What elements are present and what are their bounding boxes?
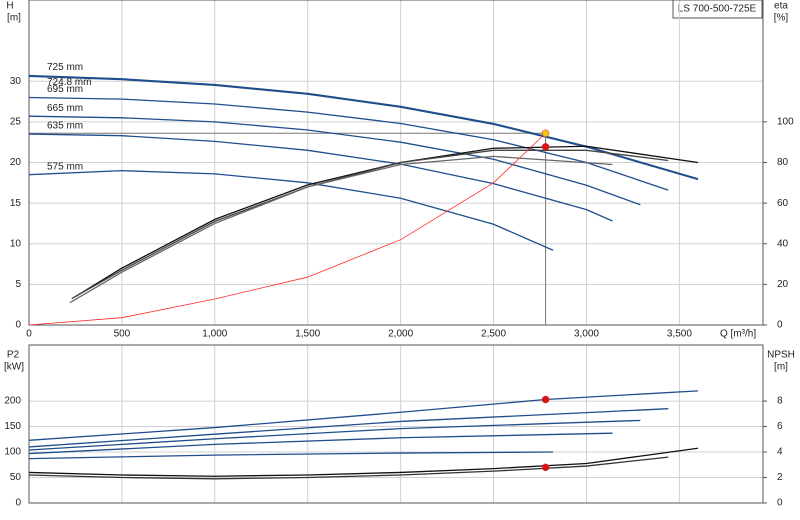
curve-label: 724.8 mm [47, 77, 91, 88]
plot-frame [28, 344, 764, 504]
curve [28, 169, 554, 251]
y-tick-label: 0 [15, 498, 21, 509]
y2-tick-label: 80 [777, 157, 789, 168]
y-tick-label: 200 [4, 396, 21, 407]
duty-point [541, 463, 550, 472]
x-tick-label: 2,000 [388, 329, 413, 340]
y2-tick-label: 20 [777, 279, 789, 290]
curve [28, 115, 641, 206]
curve [75, 145, 699, 298]
x-tick-label: 3,000 [574, 329, 599, 340]
y2-axis-unit: [%] [774, 13, 789, 24]
y-tick-label: 30 [10, 76, 22, 87]
y-tick-label: 20 [10, 157, 22, 168]
y-tick-label: 5 [15, 279, 21, 290]
title-box [672, 0, 763, 19]
y-tick-label: 50 [10, 472, 22, 483]
x-tick-label: 0 [26, 329, 32, 340]
y2-axis-unit: [m] [774, 362, 788, 373]
y-axis-label: H [6, 1, 13, 12]
curve [28, 408, 669, 448]
y-tick-label: 150 [4, 421, 21, 432]
duty-point [541, 395, 550, 404]
curve [28, 132, 546, 326]
y-axis-unit: [kW] [4, 362, 24, 373]
x-tick-label: 500 [114, 329, 131, 340]
curve [28, 74, 699, 180]
curve [28, 75, 699, 181]
y2-tick-label: 0 [777, 320, 783, 331]
curve-label: 635 mm [47, 121, 83, 132]
curve [28, 447, 699, 477]
y-tick-label: 15 [10, 198, 22, 209]
y-tick-label: 0 [15, 320, 21, 331]
curve [28, 456, 669, 480]
y2-tick-label: 4 [777, 447, 783, 458]
x-tick-label: 1,000 [202, 329, 227, 340]
y2-tick-label: 100 [777, 117, 794, 128]
x-tick-label: 3,500 [667, 329, 692, 340]
chart-title: LS 700-500-725E [678, 4, 757, 15]
curve-label: 575 mm [47, 161, 83, 172]
y2-tick-label: 2 [777, 472, 783, 483]
curve [71, 149, 669, 300]
y-axis-label: P2 [7, 350, 20, 361]
curve [28, 419, 641, 451]
curve-label: 695 mm [47, 84, 83, 95]
y-tick-label: 100 [4, 447, 21, 458]
y2-axis-label: eta [774, 1, 788, 12]
curve [69, 155, 613, 304]
y2-tick-label: 6 [777, 421, 783, 432]
y2-tick-label: 0 [777, 498, 783, 509]
duty-point [541, 143, 550, 151]
curve [28, 96, 669, 191]
duty-point [541, 129, 550, 137]
y2-tick-label: 40 [777, 238, 789, 249]
curve [28, 133, 613, 222]
y2-tick-label: 60 [777, 198, 789, 209]
x-axis-label: Q [m³/h] [720, 329, 756, 340]
y-axis-unit: [m] [7, 13, 21, 24]
curve-label: 665 mm [47, 103, 83, 114]
curve-label: 725 mm [47, 62, 83, 73]
curve [28, 390, 698, 441]
x-tick-label: 2,500 [481, 329, 506, 340]
y-tick-label: 25 [10, 117, 22, 128]
y2-tick-label: 8 [777, 396, 783, 407]
curve [28, 432, 613, 455]
x-tick-label: 1,500 [295, 329, 320, 340]
y2-axis-label: NPSH [767, 350, 795, 361]
plot-frame [28, 0, 764, 326]
curve [28, 451, 554, 460]
y-tick-label: 10 [10, 238, 22, 249]
